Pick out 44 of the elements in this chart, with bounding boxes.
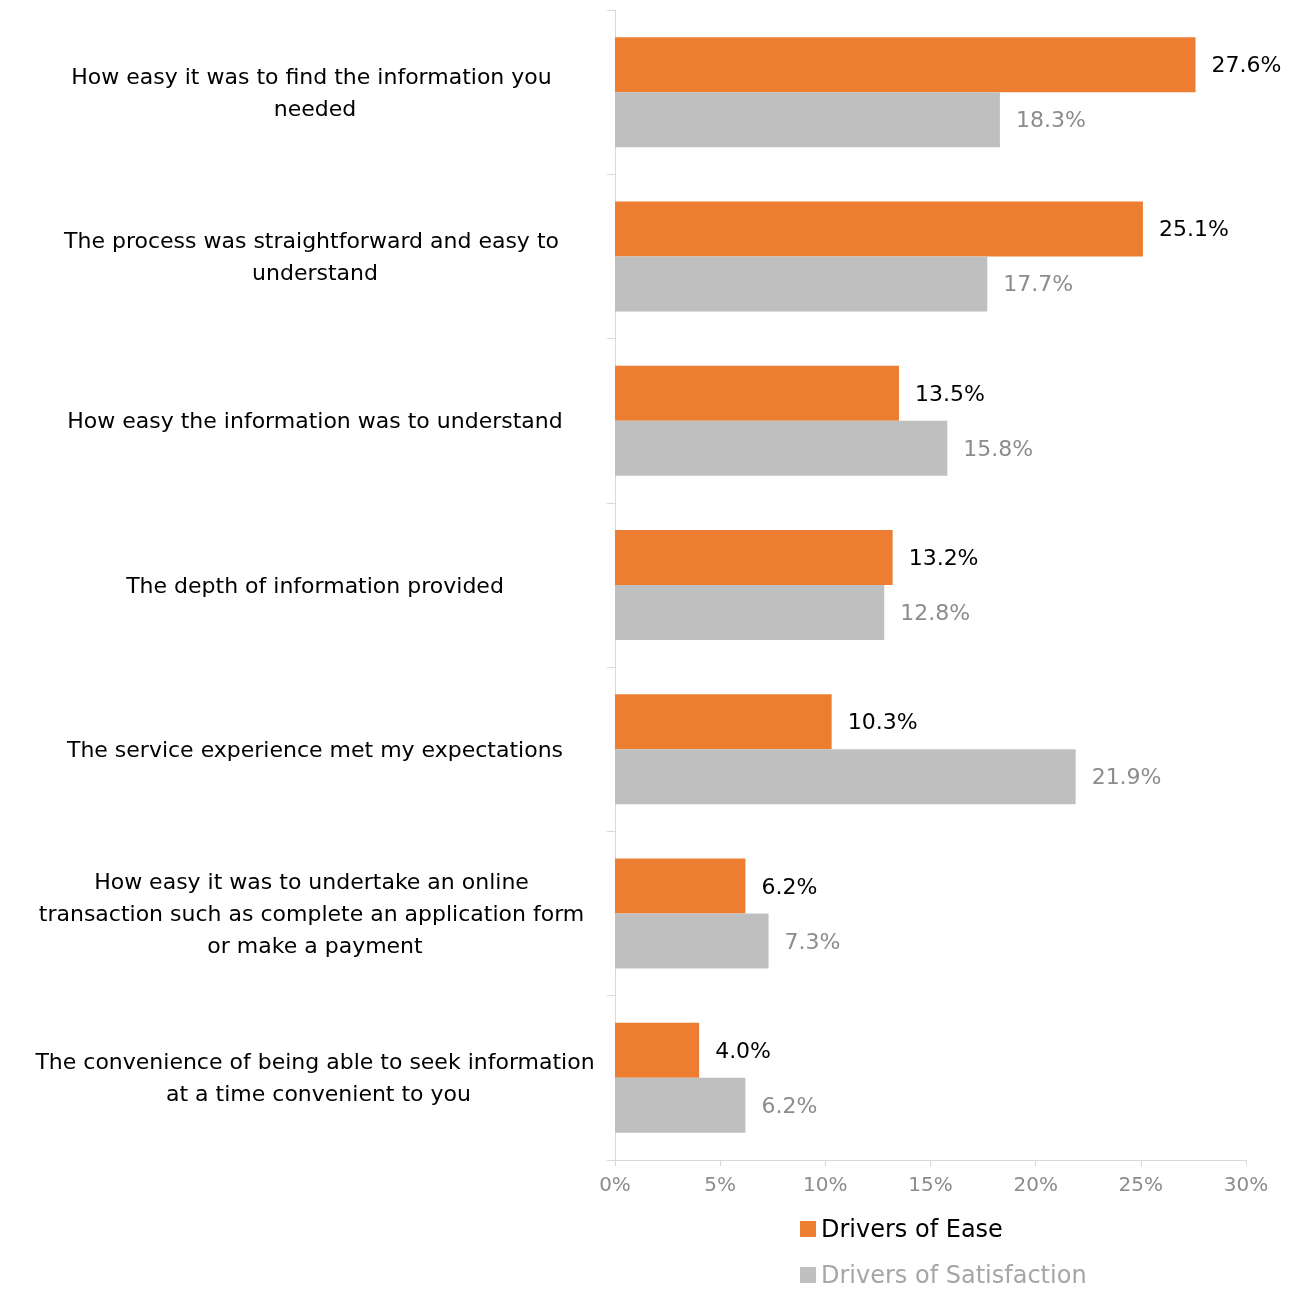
data-label: 18.3% <box>1015 107 1086 133</box>
bar <box>615 585 885 640</box>
bar <box>615 913 769 969</box>
x-tick-label: 5% <box>704 1172 737 1196</box>
data-label: 4.0% <box>715 1037 772 1063</box>
y-tick-label: How easy it was to find the information you needed <box>71 63 559 121</box>
data-label: 15.8% <box>963 435 1034 461</box>
bar <box>615 365 899 421</box>
bar <box>615 694 832 750</box>
bar <box>615 256 988 312</box>
x-tick-label: 10% <box>803 1172 848 1196</box>
data-label: 13.2% <box>908 545 979 570</box>
x-tick-label: 25% <box>1118 1172 1164 1196</box>
bar <box>615 92 1000 148</box>
data-label: 7.3% <box>784 928 841 954</box>
legend-label: Drivers of Satisfaction <box>821 1261 1087 1289</box>
x-tick-label: 15% <box>908 1172 953 1196</box>
data-label: 21.9% <box>1091 764 1162 790</box>
x-tick-label: 0% <box>599 1172 631 1196</box>
bar <box>615 749 1076 805</box>
y-tick-label: The convenience of being able to seek information at a time convenient to you <box>34 1049 595 1107</box>
legend-label: Drivers of Ease <box>821 1215 1003 1243</box>
x-tick-label: 20% <box>1013 1172 1058 1196</box>
y-tick-label: The process was straightforward and easy to understand <box>63 227 566 285</box>
data-label: 13.5% <box>914 380 985 406</box>
bar <box>615 201 1143 257</box>
data-label: 25.1% <box>1158 216 1229 242</box>
data-label: 6.2% <box>761 1092 818 1118</box>
data-label: 27.6% <box>1211 52 1282 78</box>
y-tick-label: The depth of information provided <box>125 572 504 598</box>
bar <box>615 420 948 476</box>
y-tick-label: How easy the information was to understand <box>67 408 563 434</box>
data-label: 17.7% <box>1003 271 1074 297</box>
bar <box>615 530 893 585</box>
data-label: 12.8% <box>900 600 971 625</box>
data-label: 10.3% <box>847 709 918 735</box>
bar <box>615 1077 746 1133</box>
y-tick-label: How easy it was to undertake an online transaction such as complete an application form or make a payment <box>38 869 592 959</box>
bar <box>615 1022 700 1078</box>
bar <box>615 858 746 914</box>
bar <box>615 37 1196 93</box>
y-tick-label: The service experience met my expectations <box>65 736 564 762</box>
data-label: 6.2% <box>761 873 818 899</box>
x-tick-label: 30% <box>1223 1172 1269 1196</box>
